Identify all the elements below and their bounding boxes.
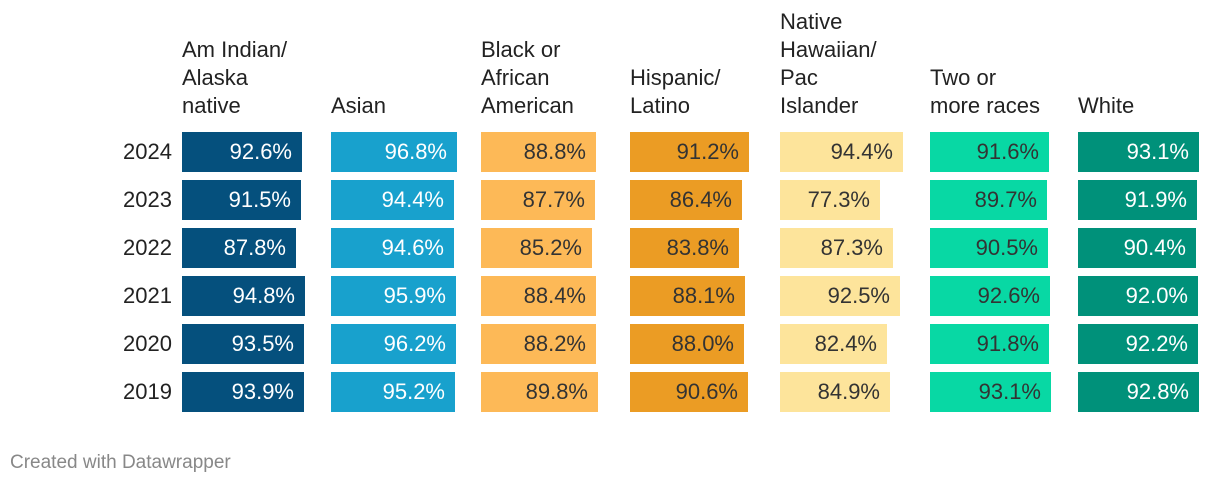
year-label-2023: 2023 — [123, 187, 172, 212]
bar-label: 90.6% — [675, 379, 738, 404]
bar-label: 89.7% — [974, 187, 1037, 212]
bar-label: 88.0% — [671, 331, 734, 356]
bar-label: 87.3% — [820, 235, 883, 260]
bar-5-2020: 91.8% — [930, 324, 1049, 364]
bar-label: 96.8% — [384, 139, 447, 164]
bar-3-2024: 91.2% — [630, 132, 749, 172]
bar-label: 92.5% — [827, 283, 890, 308]
bar-1-2020: 96.2% — [331, 324, 456, 364]
bar-0-2024: 92.6% — [182, 132, 302, 172]
bar-label: 88.4% — [523, 283, 586, 308]
bar-6-2022: 90.4% — [1078, 228, 1196, 268]
bar-4-2021: 92.5% — [780, 276, 900, 316]
year-label-2024: 2024 — [123, 139, 172, 164]
bar-1-2021: 95.9% — [331, 276, 456, 316]
bar-label: 94.4% — [830, 139, 893, 164]
bar-1-2023: 94.4% — [331, 180, 454, 220]
column-header-0: Am Indian/ Alaska native — [182, 37, 288, 118]
bar-label: 92.8% — [1126, 379, 1189, 404]
bar-4-2024: 94.4% — [780, 132, 903, 172]
bar-label: 90.4% — [1123, 235, 1186, 260]
bar-label: 92.6% — [977, 283, 1040, 308]
bar-6-2021: 92.0% — [1078, 276, 1198, 316]
bar-label: 96.2% — [383, 331, 446, 356]
bar-label: 91.2% — [676, 139, 739, 164]
bar-1-2019: 95.2% — [331, 372, 455, 412]
bar-3-2021: 88.1% — [630, 276, 745, 316]
column-header-4: Native Hawaiian/ Pac Islander — [780, 9, 877, 118]
bar-label: 84.9% — [817, 379, 880, 404]
bar-label: 93.9% — [231, 379, 294, 404]
bar-3-2022: 83.8% — [630, 228, 739, 268]
bar-1-2022: 94.6% — [331, 228, 454, 268]
bar-6-2020: 92.2% — [1078, 324, 1198, 364]
bar-4-2022: 87.3% — [780, 228, 893, 268]
bar-label: 94.4% — [381, 187, 444, 212]
bar-label: 93.1% — [1126, 139, 1189, 164]
bar-3-2023: 86.4% — [630, 180, 742, 220]
year-label-2022: 2022 — [123, 235, 172, 260]
column-header-6: White — [1078, 93, 1135, 118]
bar-2-2024: 88.8% — [481, 132, 596, 172]
year-label-2020: 2020 — [123, 331, 172, 356]
column-header-2: Black or African American — [481, 37, 574, 118]
bar-0-2022: 87.8% — [182, 228, 296, 268]
bar-label: 95.2% — [382, 379, 445, 404]
bar-label: 88.1% — [672, 283, 735, 308]
bar-label: 86.4% — [669, 187, 732, 212]
bar-label: 77.3% — [807, 187, 870, 212]
bar-label: 83.8% — [666, 235, 729, 260]
bar-label: 82.4% — [814, 331, 877, 356]
bar-4-2023: 77.3% — [780, 180, 880, 220]
bar-label: 94.6% — [381, 235, 444, 260]
bar-5-2023: 89.7% — [930, 180, 1047, 220]
bar-label: 92.6% — [229, 139, 292, 164]
bar-0-2020: 93.5% — [182, 324, 304, 364]
bar-0-2023: 91.5% — [182, 180, 301, 220]
bar-5-2024: 91.6% — [930, 132, 1049, 172]
year-label-2019: 2019 — [123, 379, 172, 404]
footer-credit[interactable]: Created with Datawrapper — [10, 452, 231, 473]
bar-label: 93.5% — [231, 331, 294, 356]
bar-2-2021: 88.4% — [481, 276, 596, 316]
bar-3-2019: 90.6% — [630, 372, 748, 412]
column-header-5: Two or more races — [930, 65, 1041, 118]
column-header-1: Asian — [331, 93, 387, 118]
bar-2-2019: 89.8% — [481, 372, 598, 412]
bar-label: 87.8% — [223, 235, 286, 260]
bar-5-2022: 90.5% — [930, 228, 1048, 268]
bar-label: 91.6% — [976, 139, 1039, 164]
bar-5-2021: 92.6% — [930, 276, 1050, 316]
bar-label: 94.8% — [232, 283, 295, 308]
bar-label: 88.2% — [523, 331, 586, 356]
bar-1-2024: 96.8% — [331, 132, 457, 172]
bar-label: 93.1% — [978, 379, 1041, 404]
bar-label: 89.8% — [525, 379, 588, 404]
bar-2-2023: 87.7% — [481, 180, 595, 220]
bar-2-2022: 85.2% — [481, 228, 592, 268]
bar-6-2023: 91.9% — [1078, 180, 1197, 220]
bar-0-2019: 93.9% — [182, 372, 304, 412]
column-header-3: Hispanic/ Latino — [630, 65, 721, 118]
bar-label: 92.2% — [1125, 331, 1188, 356]
bar-label: 91.9% — [1124, 187, 1187, 212]
bar-label: 88.8% — [523, 139, 586, 164]
bar-5-2019: 93.1% — [930, 372, 1051, 412]
bar-6-2019: 92.8% — [1078, 372, 1199, 412]
year-label-2021: 2021 — [123, 283, 172, 308]
bar-4-2020: 82.4% — [780, 324, 887, 364]
bar-label: 92.0% — [1125, 283, 1188, 308]
bar-label: 91.8% — [976, 331, 1039, 356]
bar-6-2024: 93.1% — [1078, 132, 1199, 172]
bar-label: 90.5% — [975, 235, 1038, 260]
bar-label: 91.5% — [228, 187, 291, 212]
bar-label: 87.7% — [522, 187, 585, 212]
bar-label: 95.9% — [383, 283, 446, 308]
bar-2-2020: 88.2% — [481, 324, 596, 364]
bar-label: 85.2% — [519, 235, 582, 260]
bar-3-2020: 88.0% — [630, 324, 744, 364]
bar-4-2019: 84.9% — [780, 372, 890, 412]
bar-0-2021: 94.8% — [182, 276, 305, 316]
